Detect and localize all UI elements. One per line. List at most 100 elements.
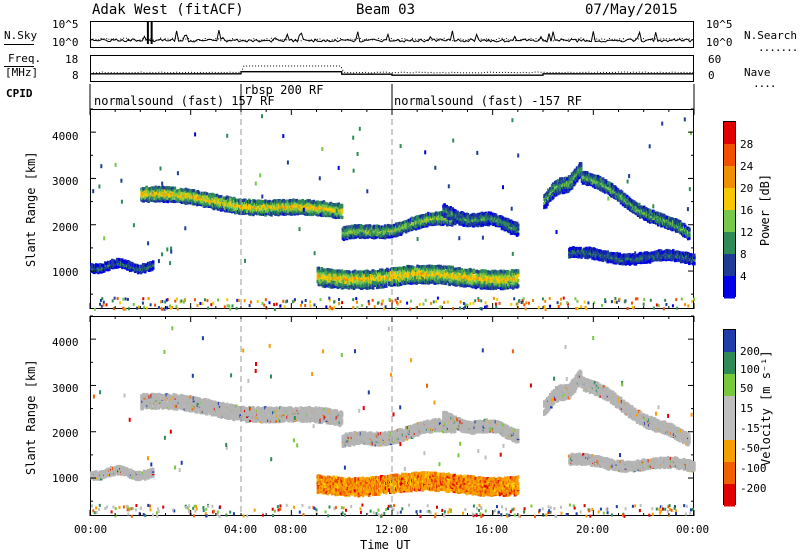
echo-cell: [178, 198, 182, 203]
echo-cell: [485, 276, 489, 280]
echo-cell: [360, 270, 364, 274]
echo-cell: [458, 273, 461, 277]
echo-cell: [421, 281, 424, 285]
echo-cell: [423, 264, 426, 269]
xtick-16: 16:00: [475, 523, 509, 536]
echo-cell: [251, 208, 254, 212]
echo-cell: [422, 274, 425, 278]
echo-cell: [455, 267, 458, 271]
echo-cell: [355, 283, 359, 287]
echo-cell: [462, 284, 466, 288]
echo-cell: [302, 202, 305, 206]
echo-cell: [418, 220, 422, 224]
echo-cell: [414, 219, 418, 223]
xtick-0: 00:00: [74, 523, 108, 536]
echo-cell: [393, 280, 396, 284]
xtick-4: 04:00: [224, 523, 258, 536]
echo-cell: [483, 286, 487, 290]
echo-cell: [353, 227, 357, 231]
echo-cell: [365, 286, 369, 290]
noise-panel: [90, 21, 694, 48]
noise-left-rule: [4, 44, 34, 45]
freq-right-tick-bottom: 0: [708, 69, 715, 82]
echo-cell: [409, 265, 412, 269]
echo-cell: [225, 195, 229, 199]
echo-cell: [417, 267, 420, 271]
echo-cell: [473, 281, 477, 285]
power-cb-tick-28: 28: [740, 138, 754, 151]
power-cb-tick-12: 12: [740, 226, 754, 239]
echo-cell: [457, 281, 460, 286]
echo-cell: [318, 269, 322, 274]
echo-cell: [418, 265, 421, 269]
echo-cell: [174, 193, 178, 197]
cpid-label: CPID: [6, 87, 33, 100]
echo-cell: [339, 274, 343, 278]
nave-label: Nave: [744, 66, 771, 79]
echo-cell: [145, 185, 148, 189]
echo-cell: [317, 266, 321, 270]
echo-cell: [453, 221, 457, 225]
xtick-8-pos: 08:00: [274, 523, 308, 536]
freq-label-1: Freq.: [8, 52, 42, 65]
noise-right-tick-bottom: 10^0: [706, 36, 733, 49]
echo-cell: [380, 268, 384, 272]
echo-cell: [358, 229, 362, 233]
echo-cell: [221, 202, 225, 206]
echo-cell: [496, 270, 500, 274]
echo-cell: [516, 227, 520, 231]
echo-cell: [512, 227, 516, 231]
echo-cell: [510, 284, 514, 288]
echo-cell: [151, 260, 155, 264]
echo-cell: [326, 278, 330, 282]
cpid-segment-2: rbsp 200 RF: [244, 83, 324, 97]
echo-cell: [345, 273, 349, 277]
noise-left-tick-top: 10^5: [52, 18, 79, 31]
echo-cell: [494, 273, 498, 278]
freq-label-2: [MHz]: [5, 66, 39, 79]
echo-cell: [470, 216, 474, 220]
echo-cell: [274, 209, 277, 213]
echo-cell: [468, 281, 472, 286]
echo-cell: [171, 186, 175, 190]
echo-cell: [516, 223, 520, 227]
echo-cell: [412, 271, 415, 275]
echo-cell: [280, 205, 283, 209]
echo-cell: [342, 275, 346, 279]
echo-cell: [293, 202, 296, 206]
echo-cell: [494, 223, 498, 228]
echo-cell: [217, 197, 221, 201]
echo-cell: [435, 272, 438, 276]
echo-cell: [501, 219, 505, 223]
noise-left-label: N.Sky: [4, 29, 38, 42]
echo-cell: [157, 185, 160, 189]
echo-cell: [118, 257, 121, 262]
echo-cell: [192, 189, 196, 193]
echo-cell: [286, 206, 289, 210]
echo-cell: [456, 210, 459, 214]
echo-cell: [289, 199, 292, 203]
echo-cell: [166, 200, 170, 204]
echo-cell: [341, 271, 345, 275]
echo-cell: [476, 224, 480, 228]
echo-cell: [164, 190, 168, 194]
echo-cell: [270, 213, 273, 217]
echo-cell: [254, 211, 257, 215]
echo-cell: [408, 281, 411, 285]
echo-cell: [309, 208, 313, 212]
echo-cell: [364, 276, 368, 280]
echo-cell: [331, 275, 335, 279]
echo-cell: [194, 193, 198, 197]
echo-cell: [381, 275, 385, 279]
echo-cell: [472, 212, 476, 216]
echo-cell: [346, 277, 350, 281]
echo-cell: [515, 221, 519, 225]
echo-cell: [485, 220, 489, 224]
velocity-cb-tick-50: 50: [740, 382, 754, 395]
beam-title: Beam 03: [356, 2, 416, 18]
echo-cell: [443, 203, 446, 207]
echo-cell: [211, 201, 215, 205]
noise-right-label: N.Search: [744, 29, 797, 42]
echo-cell: [184, 187, 188, 191]
echo-cell: [340, 207, 344, 211]
